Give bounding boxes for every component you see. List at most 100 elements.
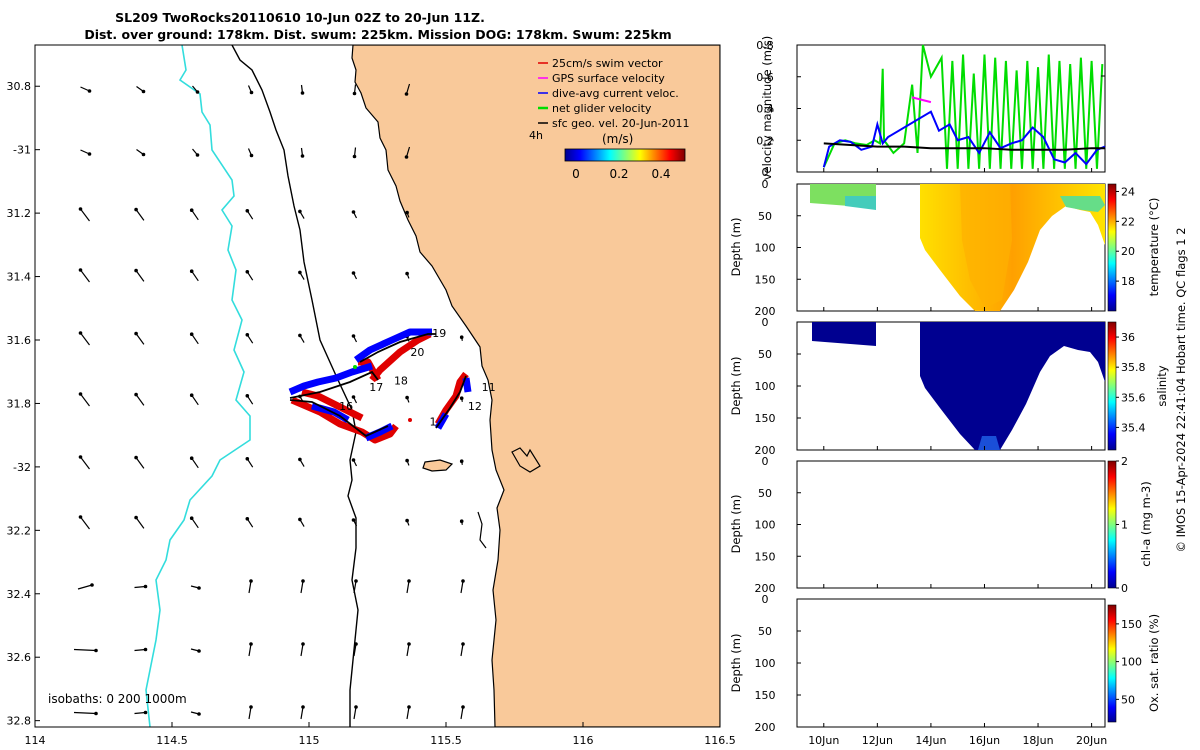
- lat-tick-label: 31.2: [7, 207, 32, 220]
- lat-tick-label: -32: [13, 461, 31, 474]
- surface-vector: [405, 271, 410, 279]
- lon-tick-label: 115.5: [430, 734, 462, 747]
- colorbar-tick-label: 100: [1121, 656, 1142, 669]
- surface-vector: [405, 210, 410, 218]
- y-tick-label: 150: [755, 412, 776, 425]
- lon-tick-label: 115: [299, 734, 320, 747]
- surface-vector: [245, 333, 254, 344]
- lat-tick-label: 32.8: [7, 715, 32, 728]
- colorbar-tick-label: 150: [1121, 618, 1142, 631]
- surface-vector: [78, 207, 90, 222]
- y-tick-label: 100: [755, 242, 776, 255]
- colorbar-tick-0: 0: [572, 167, 580, 181]
- oxygen-ylabel: Depth (m): [729, 634, 743, 693]
- surface-vector: [189, 516, 199, 529]
- figure-title-line1: SL209 TwoRocks20110610 10-Jun 02Z to 20-…: [115, 10, 485, 25]
- velocity-series-net-glider-velocity: [822, 44, 1104, 169]
- surface-vector: [245, 517, 254, 528]
- isobath-200m: [231, 45, 359, 727]
- temperature-colorbar-label: temperature (°C): [1147, 198, 1161, 297]
- surface-vector: [80, 149, 92, 156]
- colorbar-tick-2: 0.4: [651, 167, 670, 181]
- y-tick-label: 0: [762, 593, 769, 606]
- surface-vector: [190, 648, 201, 653]
- surface-vector: [406, 642, 411, 657]
- surface-vector: [404, 146, 411, 159]
- surface-vector: [78, 515, 90, 530]
- colorbar-tick-label: 22: [1121, 215, 1135, 228]
- velocity-panel: 0.8 0.6 0.4 0.2 0 velocity magnitude (m/s): [756, 36, 1106, 181]
- salinity-block-early: [812, 322, 876, 346]
- salinity-ylabel: Depth (m): [729, 357, 743, 416]
- land-mass: [351, 45, 720, 727]
- surface-vector: [245, 457, 254, 468]
- y-tick-label: 100: [755, 519, 776, 532]
- lat-tick-label: 32.4: [7, 588, 32, 601]
- legend-item-dive-avg: dive-avg current veloc.: [538, 87, 679, 100]
- islet-south: [477, 511, 487, 549]
- colorbar-tick-label: 18: [1121, 275, 1135, 288]
- surface-vector: [248, 642, 253, 657]
- lat-tick-label: 31.4: [7, 271, 32, 284]
- track-point-green: [353, 365, 357, 369]
- surface-vector: [245, 394, 254, 405]
- legend-item-swim: 25cm/s swim vector: [538, 57, 663, 70]
- surface-vector: [245, 209, 254, 220]
- chla-colorbar: [1107, 460, 1117, 589]
- colorbar-tick-label: 0: [1121, 582, 1128, 595]
- lat-tick-label: -31: [13, 144, 31, 157]
- surface-vector: [134, 268, 145, 282]
- surface-vector: [300, 147, 305, 158]
- colorbar-tick-label: 50: [1121, 693, 1135, 706]
- temperature-ylabel: Depth (m): [729, 218, 743, 277]
- lat-tick-label: 31.8: [7, 397, 32, 410]
- y-tick-label: 200: [755, 721, 776, 734]
- chla-panel: 0 50 100 150 200 Depth (m) 2 1 0 chl-a (mg m-3…: [729, 455, 1153, 595]
- colorbar-tick-label: 24: [1121, 185, 1135, 198]
- surface-vector: [459, 396, 464, 402]
- date-x-axis: 10Jun 12Jun 14Jun 16Jun 18Jun 20Jun: [808, 168, 1107, 747]
- colorbar-tick-label: 35.8: [1121, 361, 1146, 374]
- lat-tick-label: 31.6: [7, 334, 32, 347]
- surface-vector: [353, 705, 358, 720]
- y-tick-label: 200: [755, 444, 776, 457]
- oxygen-colorbar-label: Ox. sat. ratio (%): [1147, 614, 1161, 712]
- y-tick-label: 50: [758, 487, 772, 500]
- surface-vector: [134, 331, 145, 345]
- surface-vector: [351, 210, 358, 219]
- surface-vector: [136, 86, 146, 94]
- surface-vector: [190, 711, 201, 716]
- velocity-y-axis: 0.8 0.6 0.4 0.2 0: [756, 39, 801, 179]
- surface-vector: [459, 459, 464, 465]
- y-tick-label: 0: [762, 178, 769, 191]
- svg-text:sfc geo. vel. 20-Jun-2011: sfc geo. vel. 20-Jun-2011: [552, 117, 689, 130]
- y-tick-label: 100: [755, 380, 776, 393]
- oxygen-colorbar-ticks: 150 100 50: [1116, 618, 1142, 706]
- surface-vector: [298, 333, 305, 343]
- salinity-colorbar: [1107, 321, 1117, 451]
- surface-vector: [298, 270, 305, 280]
- y-tick-label: 100: [755, 657, 776, 670]
- lon-tick-label: 116: [573, 734, 594, 747]
- colorbar-tick-label: 35.6: [1121, 391, 1146, 404]
- surface-vector: [405, 395, 410, 403]
- glider-track: [288, 328, 472, 444]
- surface-vector: [80, 86, 92, 93]
- surface-vector: [77, 583, 94, 590]
- y-tick-label: 150: [755, 273, 776, 286]
- colorbar-tick-label: 20: [1121, 245, 1135, 258]
- surface-vector: [134, 455, 145, 469]
- salinity-section-fill: [920, 322, 1105, 450]
- surface-vector: [351, 334, 358, 343]
- y-tick-label: 0: [762, 166, 769, 179]
- surface-vector: [189, 456, 199, 469]
- chla-y-axis: 0 50 100 150 200: [755, 455, 801, 595]
- velocity-ylabel: velocity magnitude (m/s): [760, 36, 774, 181]
- surface-vector: [460, 705, 465, 720]
- velocity-series: [822, 44, 1106, 169]
- lat-tick-label: 32.6: [7, 651, 32, 664]
- temperature-colorbar: [1107, 183, 1117, 312]
- chla-plot-area: [796, 460, 1106, 589]
- surface-vector: [351, 395, 358, 404]
